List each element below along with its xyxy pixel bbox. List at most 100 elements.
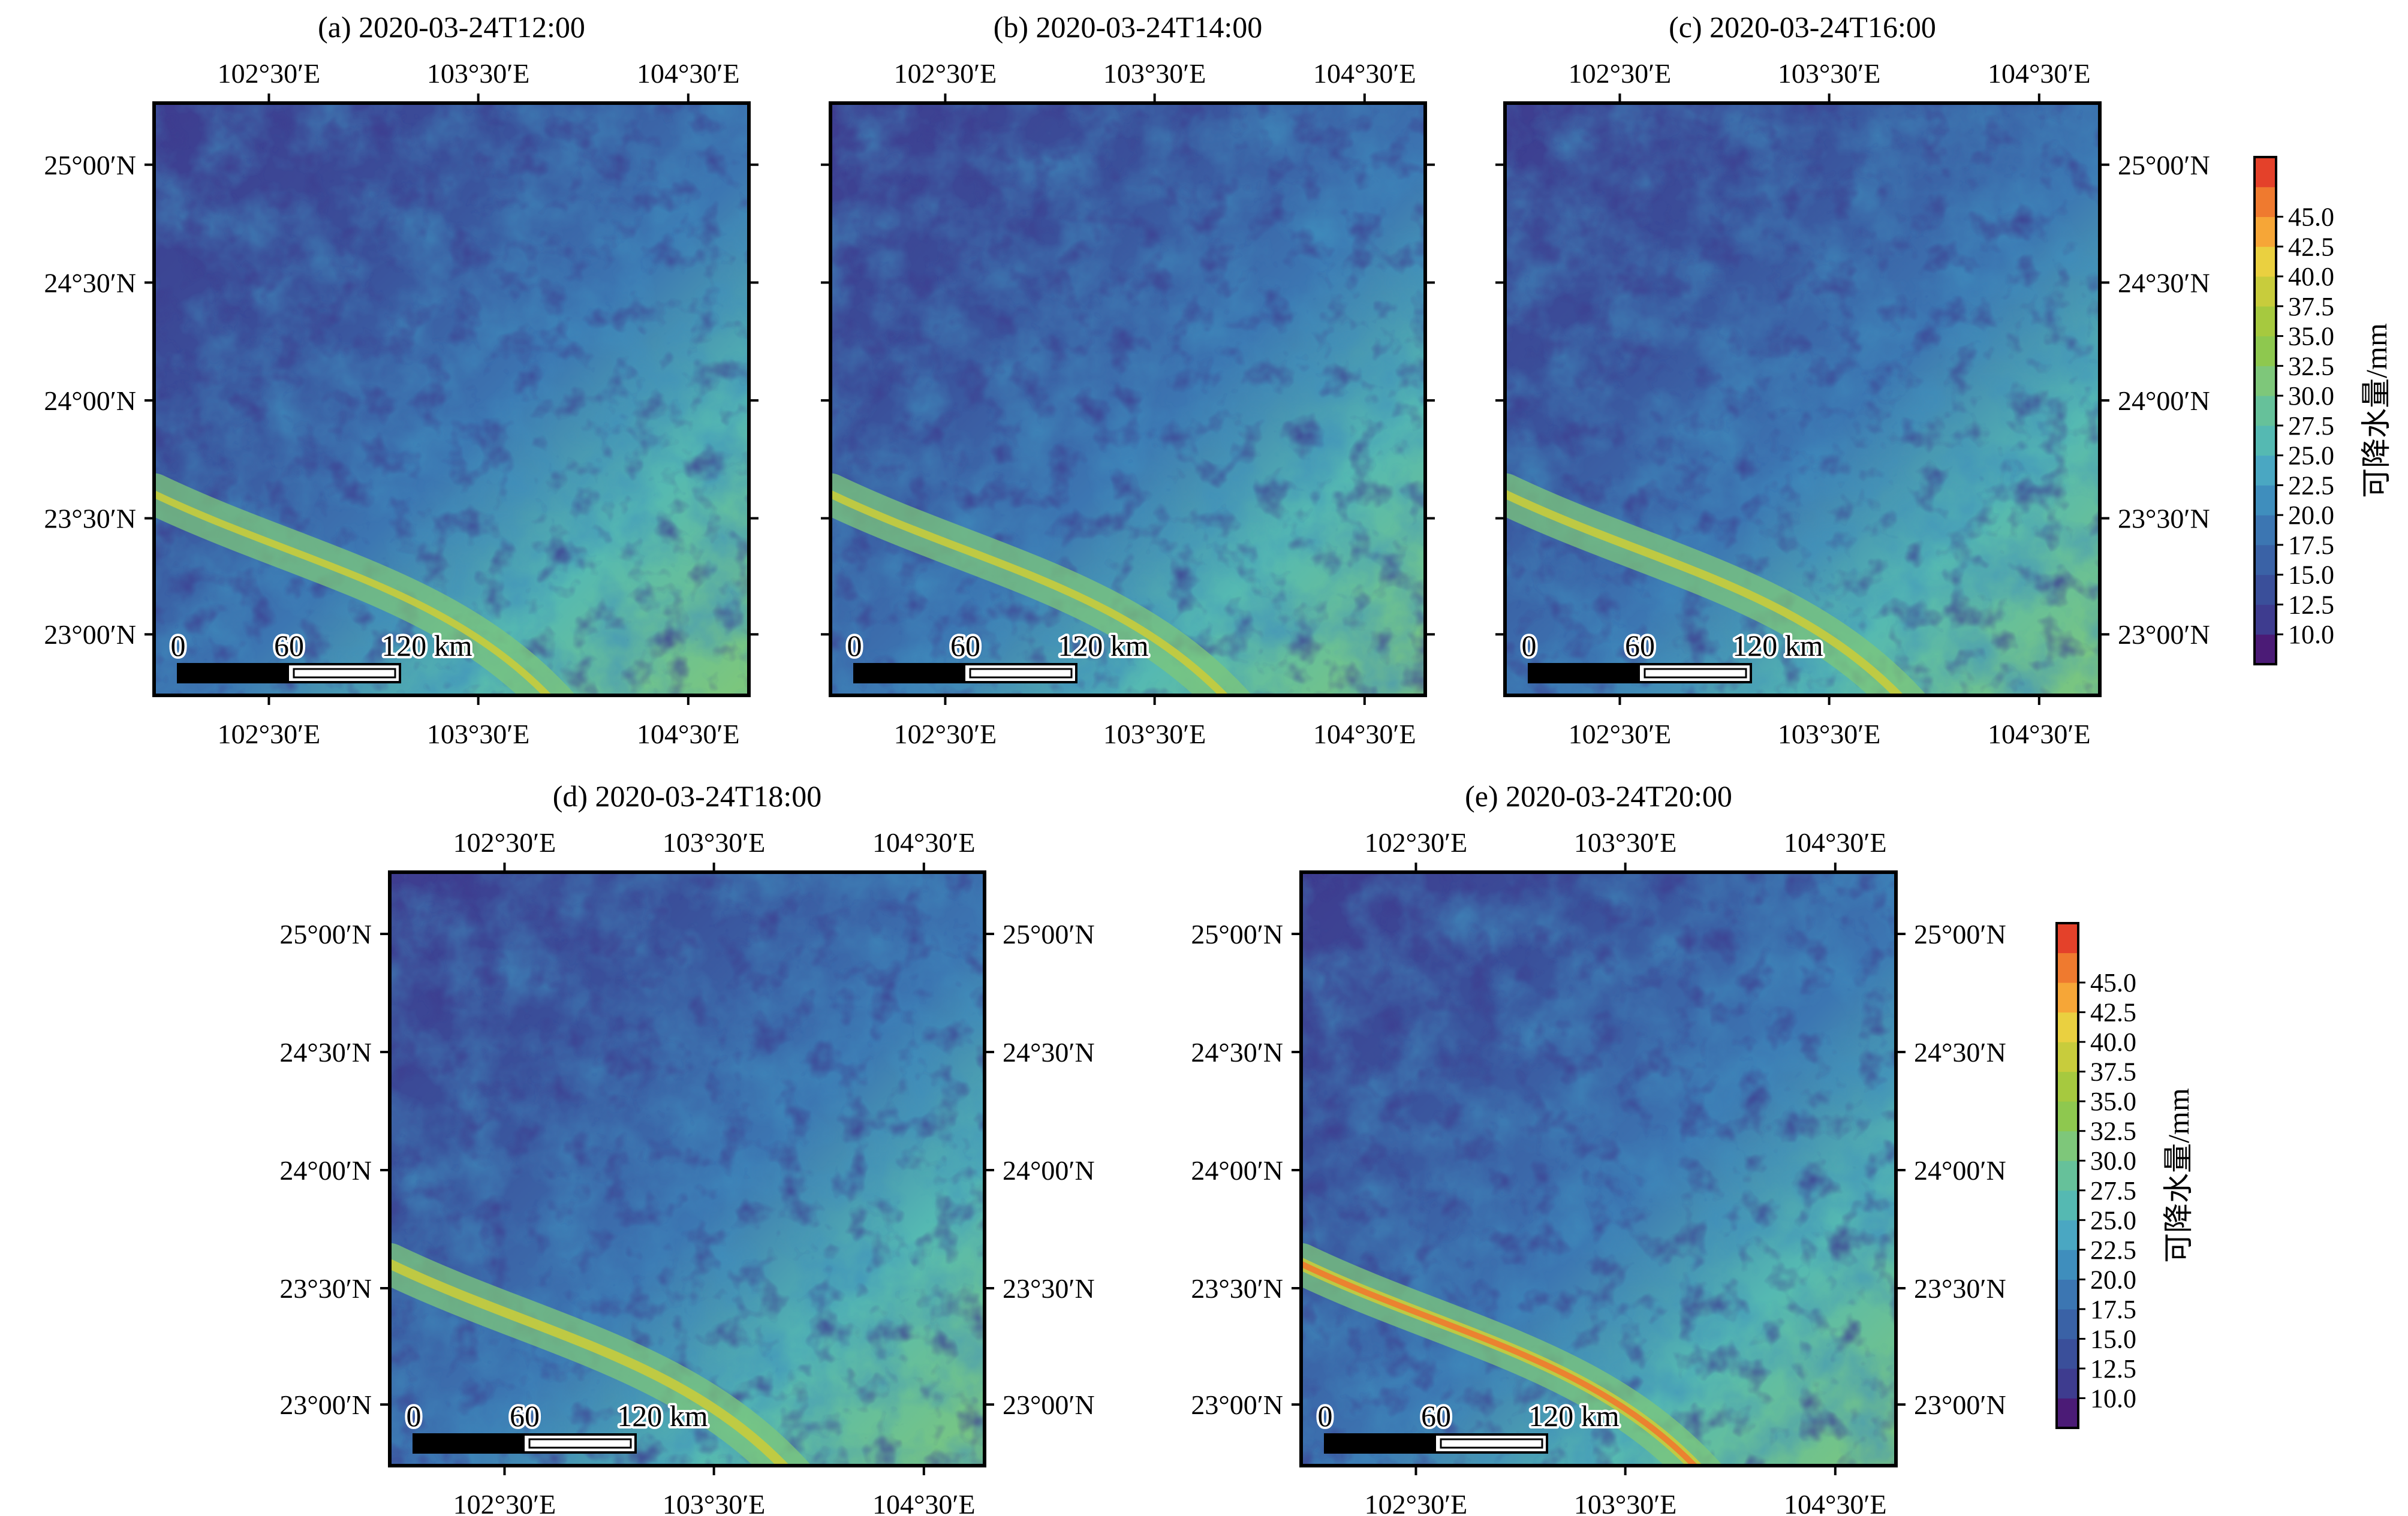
lon-tick-label: 103°30′E (1778, 58, 1881, 89)
colorbar-tick-label: 10.0 (2090, 1384, 2136, 1413)
lon-tick-label: 103°30′E (1778, 719, 1881, 749)
lat-tick-label: 23°00′N (2118, 619, 2210, 650)
colorbar-tick-label: 25.0 (2090, 1205, 2136, 1235)
colorbar-tick-label: 37.5 (2288, 292, 2334, 321)
colorbar-tick-label: 12.5 (2288, 590, 2334, 619)
colorbar-tick-label: 15.0 (2288, 560, 2334, 590)
lat-tick-label: 24°30′N (279, 1037, 372, 1068)
lon-tick-label: 103°30′E (663, 827, 766, 858)
lat-tick-label: 24°00′N (279, 1155, 372, 1186)
colorbar-tick-label: 32.5 (2090, 1117, 2136, 1146)
lon-tick-label: 104°30′E (637, 58, 740, 89)
lon-tick-label: 102°30′E (1569, 58, 1672, 89)
lat-tick-label: 24°30′N (1191, 1037, 1283, 1068)
colorbar: 10.012.515.017.520.022.525.027.530.032.5… (2055, 922, 2195, 1429)
colorbar-tick-label: 30.0 (2288, 381, 2334, 411)
colorbar-title: 可降水量/mm (2359, 323, 2393, 498)
lat-tick-label: 24°30′N (1003, 1037, 1095, 1068)
colorbar-tick-label: 22.5 (2090, 1235, 2136, 1265)
colorbar-tick-label: 30.0 (2090, 1146, 2136, 1176)
lon-tick-label: 102°30′E (453, 827, 556, 858)
pwv-field (1505, 103, 2100, 695)
panels: (a) 2020-03-24T12:00 102°30′E 102°30′E 103°… (44, 10, 2210, 1516)
scale-bar: 0 60 120 km (168, 626, 475, 683)
colorbar: 10.012.515.017.520.022.525.027.530.032.5… (2253, 156, 2393, 665)
scale-label: 120 km (381, 629, 472, 662)
colorbar-tick-label: 12.5 (2090, 1354, 2136, 1384)
scale-label: 0 (171, 629, 186, 662)
lat-tick-label: 23°00′N (279, 1390, 372, 1420)
lon-tick-label: 103°30′E (427, 58, 530, 89)
colorbar-tick-label: 27.5 (2090, 1176, 2136, 1205)
colorbar-tick-label: 32.5 (2288, 351, 2334, 381)
panel-title: (c) 2020-03-24T16:00 (1669, 10, 1936, 44)
lat-tick-label: 25°00′N (2118, 150, 2210, 180)
lon-tick-label: 103°30′E (427, 719, 530, 749)
lon-tick-label: 104°30′E (1313, 58, 1416, 89)
scale-label: 60 (1421, 1399, 1451, 1433)
lat-tick-label: 23°00′N (1003, 1390, 1095, 1420)
colorbar-tick-label: 45.0 (2090, 968, 2136, 997)
colorbars: 10.012.515.017.520.022.525.027.530.032.5… (2055, 156, 2393, 1429)
lon-tick-label: 103°30′E (1574, 827, 1677, 858)
colorbar-tick-label: 42.5 (2090, 998, 2136, 1027)
colorbar-tick-label: 10.0 (2288, 620, 2334, 649)
scale-label: 60 (274, 629, 304, 662)
scale-bar: 0 60 120 km (1316, 1397, 1622, 1454)
scale-label: 120 km (1732, 629, 1823, 662)
panel-title: (d) 2020-03-24T18:00 (553, 779, 822, 813)
scale-label: 0 (407, 1399, 422, 1433)
pwv-field (1301, 872, 1896, 1466)
lat-tick-label: 23°30′N (1914, 1273, 2006, 1304)
lat-tick-label: 25°00′N (44, 150, 136, 180)
scale-bar: 0 60 120 km (845, 626, 1151, 683)
lon-tick-label: 102°30′E (1569, 719, 1672, 749)
map-panel: (d) 2020-03-24T18:00 102°30′E 102°30′E 103°… (279, 779, 1094, 1516)
lon-tick-label: 103°30′E (1103, 58, 1206, 89)
lat-tick-label: 23°30′N (1191, 1273, 1283, 1304)
colorbar-tick-label: 15.0 (2090, 1324, 2136, 1354)
lon-tick-label: 102°30′E (1365, 827, 1468, 858)
scale-label: 0 (1522, 629, 1537, 662)
lat-tick-label: 25°00′N (1914, 919, 2006, 950)
scale-label: 120 km (1058, 629, 1149, 662)
scale-label: 120 km (1528, 1399, 1620, 1433)
lon-tick-label: 104°30′E (637, 719, 740, 749)
map-panel: (e) 2020-03-24T20:00 102°30′E 102°30′E 103°… (1191, 779, 2006, 1516)
colorbar-tick-label: 40.0 (2090, 1027, 2136, 1057)
lat-tick-label: 24°00′N (1914, 1155, 2006, 1186)
lon-tick-label: 102°30′E (894, 58, 997, 89)
colorbar-tick-label: 25.0 (2288, 441, 2334, 471)
scale-label: 0 (1318, 1399, 1333, 1433)
colorbar-tick-label: 20.0 (2288, 501, 2334, 530)
scale-label: 60 (510, 1399, 540, 1433)
lon-tick-label: 104°30′E (1988, 719, 2091, 749)
colorbar-tick-label: 17.5 (2090, 1295, 2136, 1324)
lon-tick-label: 104°30′E (872, 827, 976, 858)
lat-tick-label: 23°30′N (279, 1273, 372, 1304)
colorbar-tick-label: 17.5 (2288, 531, 2334, 560)
lat-tick-label: 23°30′N (2118, 504, 2210, 534)
lat-tick-label: 24°00′N (2118, 385, 2210, 416)
lon-tick-label: 103°30′E (663, 1489, 766, 1516)
lat-tick-label: 24°30′N (1914, 1037, 2006, 1068)
lat-tick-label: 23°30′N (44, 504, 136, 534)
lon-tick-label: 102°30′E (218, 719, 321, 749)
lat-tick-label: 24°00′N (1191, 1155, 1283, 1186)
map-panel: (a) 2020-03-24T12:00 102°30′E 102°30′E 103°… (44, 10, 758, 749)
colorbar-tick-label: 45.0 (2288, 203, 2334, 232)
lon-tick-label: 104°30′E (872, 1489, 976, 1516)
colorbar-tick-label: 20.0 (2090, 1265, 2136, 1294)
lat-tick-label: 24°30′N (44, 267, 136, 298)
lat-tick-label: 23°30′N (1003, 1273, 1095, 1304)
scale-bar: 0 60 120 km (404, 1397, 711, 1454)
lat-tick-label: 24°00′N (1003, 1155, 1095, 1186)
lat-tick-label: 25°00′N (1003, 919, 1095, 950)
scale-label: 0 (847, 629, 862, 662)
map-panel: (c) 2020-03-24T16:00 102°30′E 102°30′E 103°… (1495, 10, 2210, 749)
colorbar-tick-label: 37.5 (2090, 1057, 2136, 1087)
scale-label: 120 km (617, 1399, 708, 1433)
colorbar-title: 可降水量/mm (2162, 1088, 2195, 1263)
lat-tick-label: 24°30′N (2118, 267, 2210, 298)
